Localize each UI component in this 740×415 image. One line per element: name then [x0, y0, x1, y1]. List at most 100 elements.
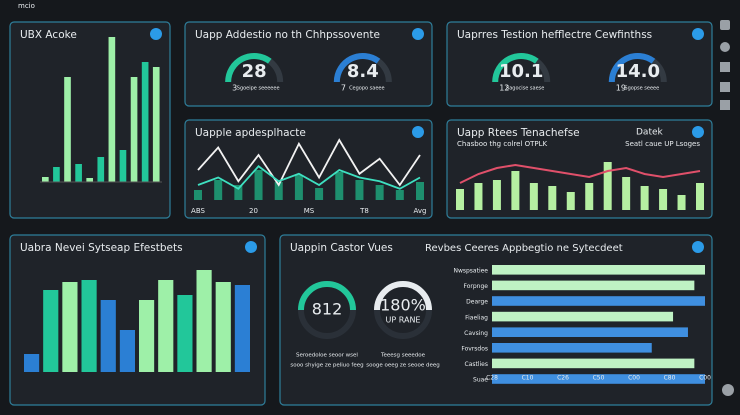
gauge-caption: Cegopo saeee	[349, 86, 385, 92]
bar	[100, 300, 116, 372]
panel-button[interactable]	[150, 28, 162, 40]
bar	[511, 171, 520, 210]
bar	[196, 270, 212, 372]
panel-button[interactable]	[245, 241, 257, 253]
gauge-lead: 3	[232, 84, 237, 93]
panel-button[interactable]	[692, 126, 704, 138]
panel	[184, 21, 433, 107]
bar	[566, 192, 575, 210]
gauge-caption: Sgopse seeee	[624, 86, 659, 92]
row-bar	[492, 343, 652, 353]
panel-button[interactable]	[412, 126, 424, 138]
bar	[375, 185, 384, 200]
donut-arc	[298, 281, 356, 311]
bar	[548, 186, 557, 210]
bar	[335, 172, 344, 200]
panel-title: UBX Acoke	[20, 29, 77, 41]
donut-caption: Seroedoloe seoor wsel	[296, 353, 358, 359]
bar	[274, 182, 283, 200]
gauge-arc	[608, 53, 656, 83]
bar	[696, 183, 704, 210]
bar	[234, 185, 243, 200]
panel	[9, 21, 171, 219]
bar	[622, 177, 631, 210]
bar	[234, 285, 250, 372]
top-label: mcio	[18, 2, 35, 10]
panel	[446, 21, 713, 107]
gauge-lead: 19	[616, 84, 626, 93]
bar	[474, 183, 483, 210]
bar	[215, 282, 231, 372]
bar	[130, 77, 138, 182]
donut-sub: UP RANE	[386, 316, 421, 325]
row-bar	[492, 327, 688, 337]
row-bar	[492, 311, 674, 322]
bar	[152, 67, 160, 182]
row-label: Cavsing	[464, 330, 488, 337]
bar	[677, 195, 686, 210]
row-label: Suae	[473, 377, 488, 384]
gauge-caption: Sgoeipe seeeeee	[237, 86, 280, 92]
note: Seatl caue UP Lsoges	[625, 140, 700, 148]
x-label: C00	[628, 375, 640, 382]
row-label: Castlies	[465, 361, 489, 368]
row-bar	[492, 358, 695, 369]
icon[interactable]	[720, 42, 730, 52]
bar	[43, 290, 59, 372]
panel-title: Uapple apdesplhacte	[195, 127, 306, 139]
donut-caption: sooge oeeg ze seooe deeg	[366, 363, 439, 369]
row-bar	[492, 296, 705, 306]
gauge-lead: 12	[499, 84, 509, 93]
subtitle: Revbes Ceeres Appbegtio ne Sytecdeet	[425, 243, 623, 254]
gauge-value: 10.1	[499, 61, 543, 82]
bar	[119, 330, 135, 372]
bar	[158, 280, 174, 372]
gauge-arc	[492, 53, 539, 83]
x-label: MS	[304, 207, 315, 215]
panel-title: Uapp Rtees Tenachefse	[457, 127, 580, 139]
bar	[492, 180, 501, 210]
bar	[254, 170, 263, 200]
donut-caption: Teeesg seeedoe	[380, 353, 426, 359]
line-series	[197, 165, 421, 190]
bar	[395, 190, 404, 200]
bar	[659, 189, 668, 210]
panel-button[interactable]	[412, 28, 424, 40]
x-label: C28	[486, 375, 498, 382]
bar	[177, 295, 193, 372]
icon[interactable]	[720, 62, 730, 72]
gauge-arc	[333, 53, 381, 83]
bar	[108, 37, 116, 182]
x-label: C00	[699, 375, 711, 382]
bar	[24, 354, 40, 372]
icon[interactable]	[720, 100, 730, 110]
bar	[97, 157, 105, 182]
line-series	[197, 138, 421, 187]
sidebar	[720, 20, 734, 396]
donut-arc	[374, 281, 432, 311]
row-bar	[492, 280, 695, 291]
panel-title: Uaprres Testion hefflectre Cewfinthss	[457, 29, 652, 41]
icon[interactable]	[722, 384, 734, 396]
row-bar	[492, 265, 705, 275]
x-label: T8	[359, 207, 369, 215]
gauge-value: 14.0	[616, 61, 660, 82]
bar	[640, 186, 649, 210]
icon[interactable]	[720, 82, 730, 92]
icon[interactable]	[720, 20, 730, 30]
bar	[139, 300, 155, 372]
gauge-value: 28	[242, 61, 267, 82]
x-label: 20	[249, 207, 258, 215]
bar	[75, 164, 82, 182]
bar	[355, 180, 364, 200]
bar	[62, 282, 78, 372]
panel-title: Uapp Addestio no th Chhpssovente	[195, 29, 380, 41]
bar	[214, 180, 223, 200]
panel-button[interactable]	[692, 241, 704, 253]
panel-title: Uappin Castor Vues	[290, 242, 393, 254]
subtitle: Chasboo thg colrel OTPLK	[457, 140, 548, 148]
panel-button[interactable]	[692, 28, 704, 40]
bar	[416, 182, 424, 200]
bar	[141, 62, 149, 182]
